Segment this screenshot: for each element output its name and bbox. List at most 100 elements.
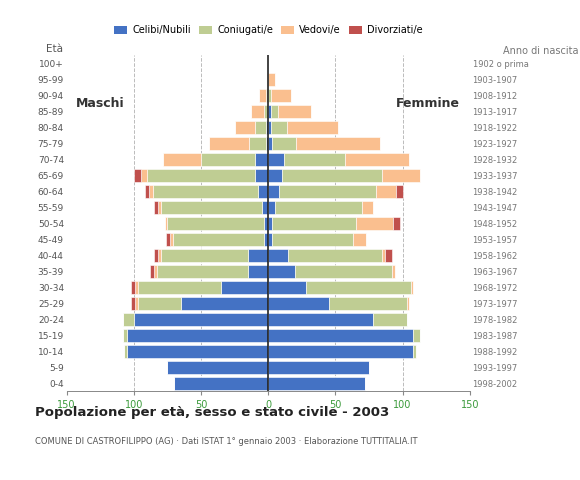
Bar (147, 168, 255, 182)
Bar (385, 249, 392, 262)
Bar (376, 185, 396, 198)
Text: Femmine: Femmine (396, 96, 460, 110)
Bar (362, 201, 373, 214)
Legend: Celibi/Nubili, Coniugati/e, Vedovi/e, Divorziati/e: Celibi/Nubili, Coniugati/e, Vedovi/e, Di… (110, 22, 427, 39)
Bar (209, 137, 249, 150)
Bar (161, 249, 248, 262)
Bar (278, 105, 311, 118)
Bar (271, 89, 291, 102)
Bar (235, 120, 255, 134)
Text: Anno di nascita: Anno di nascita (503, 46, 578, 56)
Bar (268, 137, 272, 150)
Bar (414, 345, 416, 358)
Bar (168, 360, 268, 374)
Bar (393, 216, 400, 230)
Bar (279, 185, 376, 198)
Bar (154, 264, 157, 278)
Bar (268, 281, 306, 294)
Bar (164, 153, 201, 166)
Text: Età: Età (46, 44, 63, 54)
Bar (148, 185, 153, 198)
Bar (157, 264, 248, 278)
Bar (275, 201, 362, 214)
Bar (131, 281, 135, 294)
Bar (248, 264, 268, 278)
Bar (264, 233, 268, 246)
Bar (251, 105, 264, 118)
Text: COMUNE DI CASTROFILIPPO (AG) · Dati ISTAT 1° gennaio 2003 · Elaborazione TUTTITA: COMUNE DI CASTROFILIPPO (AG) · Dati ISTA… (35, 437, 417, 446)
Bar (407, 297, 409, 310)
Bar (284, 153, 345, 166)
Bar (268, 120, 271, 134)
Bar (268, 377, 365, 390)
Bar (268, 89, 271, 102)
Bar (154, 249, 158, 262)
Bar (296, 137, 380, 150)
Bar (266, 89, 268, 102)
Bar (134, 168, 140, 182)
Bar (268, 153, 284, 166)
Bar (168, 216, 264, 230)
Bar (396, 185, 403, 198)
Bar (134, 312, 268, 326)
Bar (414, 329, 420, 342)
Bar (201, 153, 255, 166)
Bar (287, 120, 338, 134)
Bar (272, 233, 353, 246)
Bar (288, 249, 382, 262)
Bar (268, 264, 295, 278)
Bar (268, 312, 373, 326)
Text: Maschi: Maschi (76, 96, 125, 110)
Bar (266, 120, 268, 134)
Bar (264, 216, 268, 230)
Bar (392, 264, 394, 278)
Bar (268, 201, 275, 214)
Bar (140, 168, 147, 182)
Bar (268, 72, 275, 86)
Bar (258, 185, 268, 198)
Bar (166, 233, 170, 246)
Bar (382, 249, 385, 262)
Bar (165, 216, 168, 230)
Bar (271, 120, 287, 134)
Bar (249, 137, 266, 150)
Bar (135, 297, 138, 310)
Bar (144, 185, 148, 198)
Bar (268, 329, 414, 342)
Bar (161, 201, 262, 214)
Bar (131, 297, 135, 310)
Bar (266, 137, 268, 150)
Bar (127, 329, 268, 342)
Bar (262, 201, 268, 214)
Bar (295, 264, 392, 278)
Bar (268, 105, 271, 118)
Text: Popolazione per età, sesso e stato civile - 2003: Popolazione per età, sesso e stato civil… (35, 406, 389, 419)
Bar (264, 105, 268, 118)
Bar (150, 264, 154, 278)
Bar (127, 345, 268, 358)
Bar (123, 329, 127, 342)
Bar (181, 297, 268, 310)
Bar (170, 233, 173, 246)
Bar (282, 168, 382, 182)
Bar (255, 120, 266, 134)
Bar (255, 153, 268, 166)
Bar (268, 360, 369, 374)
Bar (268, 345, 414, 358)
Bar (268, 233, 272, 246)
Bar (272, 137, 296, 150)
Bar (268, 168, 282, 182)
Bar (135, 281, 138, 294)
Bar (373, 312, 407, 326)
Bar (272, 216, 356, 230)
Bar (306, 281, 411, 294)
Bar (138, 297, 181, 310)
Bar (268, 185, 279, 198)
Bar (173, 233, 264, 246)
Bar (255, 168, 268, 182)
Bar (268, 249, 288, 262)
Bar (138, 281, 221, 294)
Bar (174, 377, 268, 390)
Bar (153, 185, 258, 198)
Bar (158, 249, 161, 262)
